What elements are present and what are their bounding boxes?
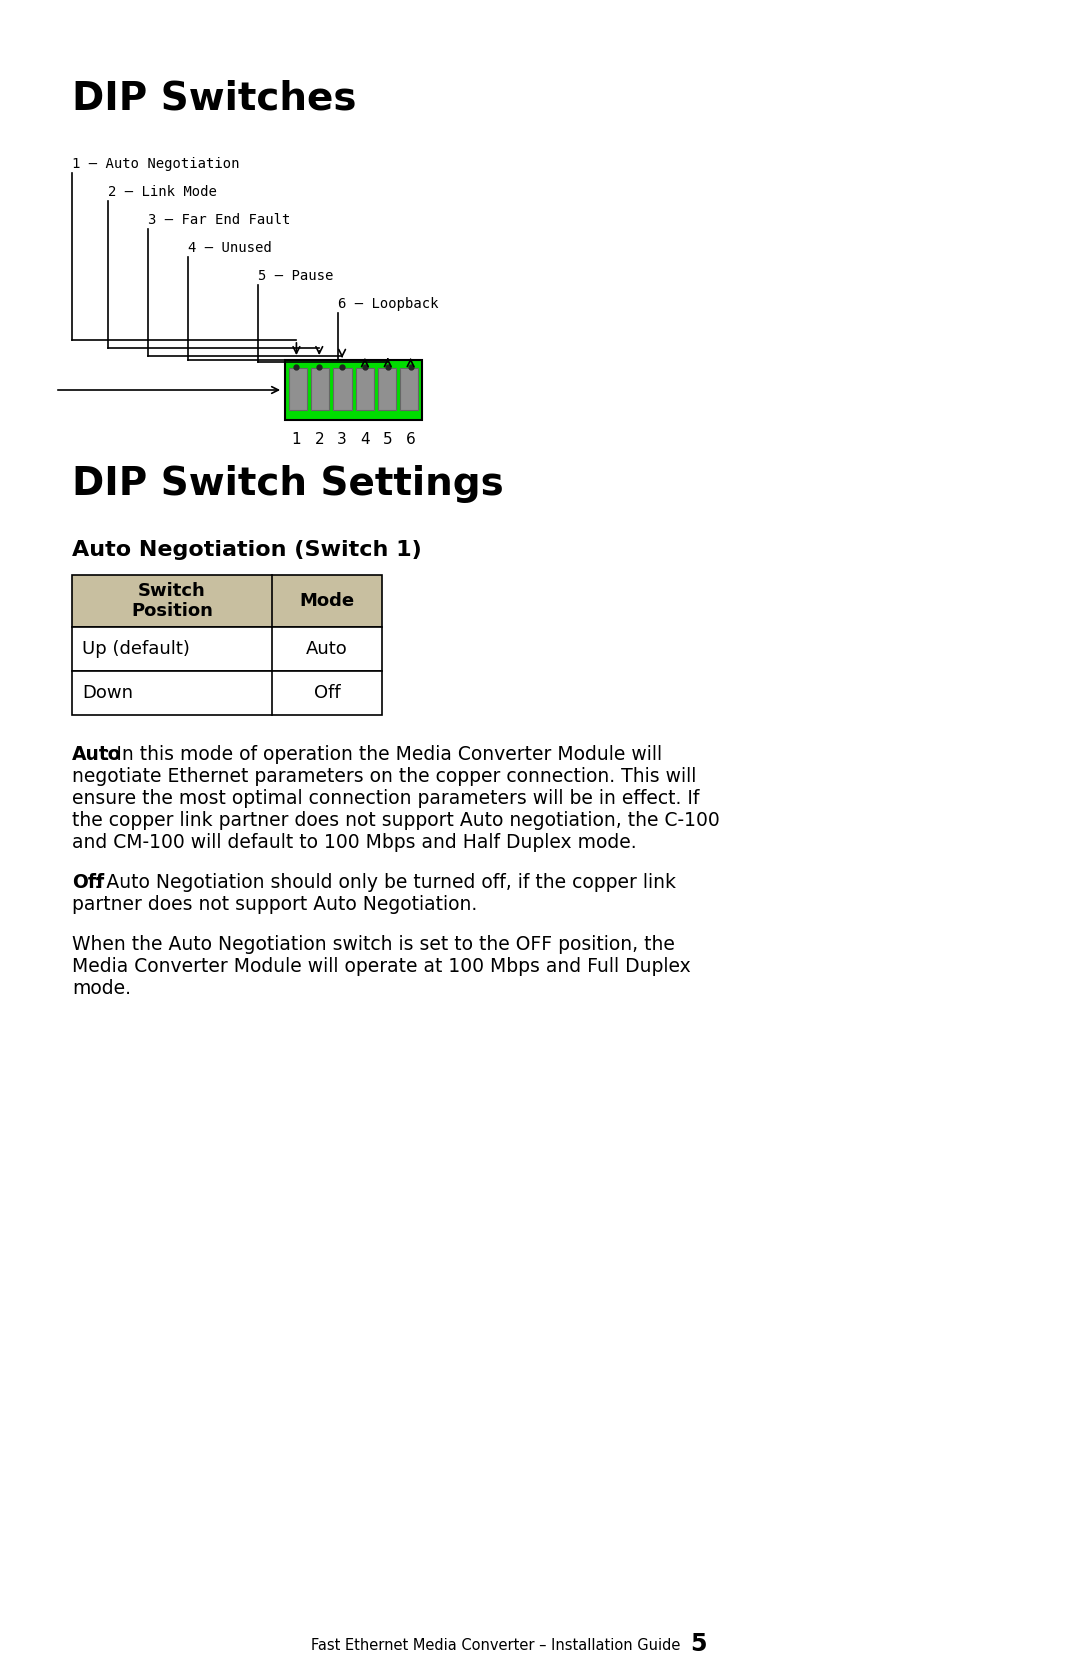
- Text: 2: 2: [314, 432, 324, 447]
- Text: ensure the most optimal connection parameters will be in effect. If: ensure the most optimal connection param…: [72, 789, 700, 808]
- Text: Off: Off: [72, 873, 104, 891]
- Bar: [378, 367, 396, 411]
- Text: Auto: Auto: [306, 639, 348, 658]
- Text: 5: 5: [690, 1632, 706, 1656]
- Text: Media Converter Module will operate at 100 Mbps and Full Duplex: Media Converter Module will operate at 1…: [72, 956, 691, 976]
- Text: 6 – Loopback: 6 – Loopback: [338, 297, 438, 310]
- Text: Mode: Mode: [299, 592, 354, 609]
- Bar: [400, 367, 418, 411]
- Text: 5 – Pause: 5 – Pause: [258, 269, 334, 284]
- Text: Off: Off: [313, 684, 340, 703]
- Text: 3 – Far End Fault: 3 – Far End Fault: [148, 214, 291, 227]
- Text: 1 – Auto Negotiation: 1 – Auto Negotiation: [72, 157, 240, 170]
- Bar: [72, 576, 382, 628]
- Text: 2 – Link Mode: 2 – Link Mode: [108, 185, 217, 199]
- Text: Fast Ethernet Media Converter – Installation Guide: Fast Ethernet Media Converter – Installa…: [311, 1637, 680, 1652]
- Text: 3: 3: [337, 432, 347, 447]
- Bar: [72, 671, 382, 714]
- Text: : Auto Negotiation should only be turned off, if the copper link: : Auto Negotiation should only be turned…: [94, 873, 676, 891]
- Text: the copper link partner does not support Auto negotiation, the C-100: the copper link partner does not support…: [72, 811, 719, 829]
- Bar: [355, 367, 374, 411]
- Text: partner does not support Auto Negotiation.: partner does not support Auto Negotiatio…: [72, 895, 477, 915]
- Text: negotiate Ethernet parameters on the copper connection. This will: negotiate Ethernet parameters on the cop…: [72, 768, 697, 786]
- Text: DIP Switches: DIP Switches: [72, 80, 356, 118]
- Text: Switch
Position: Switch Position: [131, 581, 213, 621]
- Text: Down: Down: [82, 684, 133, 703]
- Bar: [72, 628, 382, 671]
- Text: 4: 4: [360, 432, 369, 447]
- Text: 1: 1: [292, 432, 301, 447]
- Text: Auto: Auto: [72, 744, 121, 764]
- Text: DIP Switch Settings: DIP Switch Settings: [72, 466, 503, 502]
- Bar: [289, 367, 307, 411]
- Text: : In this mode of operation the Media Converter Module will: : In this mode of operation the Media Co…: [104, 744, 662, 764]
- Bar: [285, 361, 422, 421]
- Text: When the Auto Negotiation switch is set to the OFF position, the: When the Auto Negotiation switch is set …: [72, 935, 675, 955]
- Text: 5: 5: [383, 432, 392, 447]
- Text: Up (default): Up (default): [82, 639, 190, 658]
- Text: mode.: mode.: [72, 980, 131, 998]
- Text: 4 – Unused: 4 – Unused: [188, 240, 272, 255]
- Text: 6: 6: [406, 432, 416, 447]
- Text: Auto Negotiation (Switch 1): Auto Negotiation (Switch 1): [72, 541, 422, 561]
- Text: and CM-100 will default to 100 Mbps and Half Duplex mode.: and CM-100 will default to 100 Mbps and …: [72, 833, 636, 851]
- Bar: [311, 367, 329, 411]
- Bar: [334, 367, 351, 411]
